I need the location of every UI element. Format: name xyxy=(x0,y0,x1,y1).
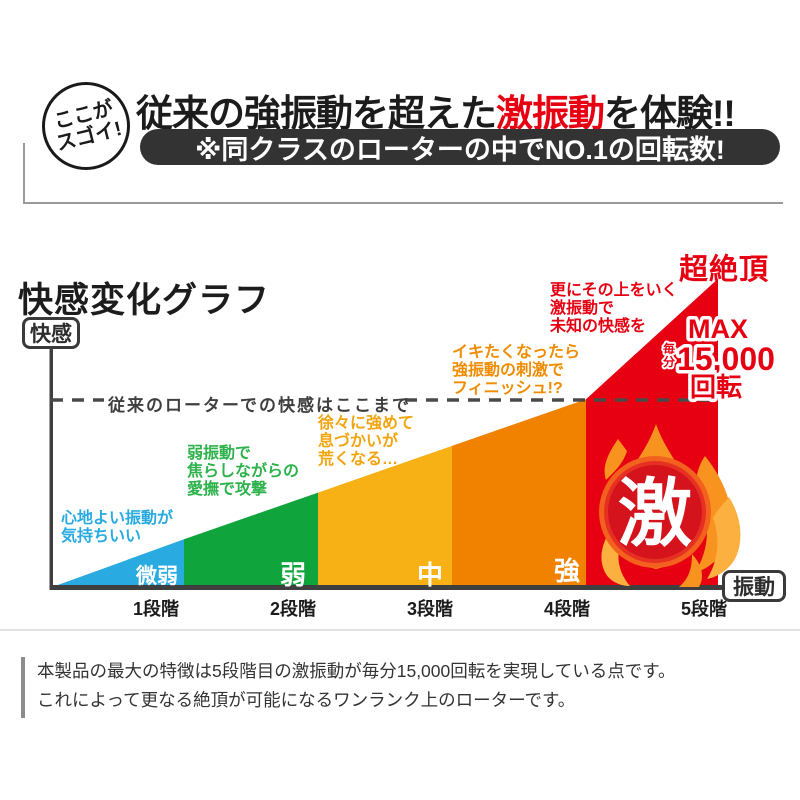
rpm-value: 15,000 xyxy=(677,341,775,377)
footer-description: 本製品の最大の特徴は5段階目の激振動が毎分15,000回転を実現している点です。… xyxy=(37,661,676,710)
threshold-label: 従来のローターでの快感はここまで xyxy=(108,396,411,415)
tick-stage-5: 5段階 xyxy=(680,599,727,619)
band-label-1: 微弱 xyxy=(136,565,178,588)
annotation-stage5: 更にその上をいく 激振動で 未知の快感を xyxy=(550,282,678,335)
footer-accent-bar xyxy=(21,657,25,718)
band-label-4: 強 xyxy=(553,556,580,586)
rpm-unit: 回転 xyxy=(690,372,742,402)
annotation-stage4: イキたくなったら 強振動の刺激で フィニッシュ!? xyxy=(452,344,581,397)
subheadline-text: ※同クラスのローターの中でNO.1の回転数! xyxy=(195,134,725,165)
x-axis-line xyxy=(49,585,724,590)
annotation-stage2: 弱振動で 焦らしながらの 愛撫で攻撃 xyxy=(187,445,300,498)
y-axis-line xyxy=(49,347,53,589)
annotation-stage3: 徐々に強めて 息づかいが 荒くなる… xyxy=(318,415,415,468)
tick-stage-3: 3段階 xyxy=(406,599,453,619)
band-stage-2 xyxy=(184,492,318,586)
y-axis-label-text: 快感 xyxy=(30,323,72,346)
band-stage-4 xyxy=(452,399,586,586)
header-box-border xyxy=(23,143,783,204)
tick-stage-4: 4段階 xyxy=(543,599,590,619)
tick-stage-1: 1段階 xyxy=(132,599,179,619)
band-stage-3 xyxy=(318,445,452,586)
headline: 従来の強振動を超えた激振動を体験!! xyxy=(136,83,736,137)
headline-pre: 従来の強振動を超えた xyxy=(136,93,497,134)
x-axis-label-text: 振動 xyxy=(733,576,775,599)
band-label-2: 弱 xyxy=(279,560,306,590)
emblem-geki-text: 激 xyxy=(618,472,692,555)
rpm-prefix-top: 毎 xyxy=(663,341,675,356)
highlight-badge: ここが スゴイ! xyxy=(42,82,130,170)
peak-label: 超絶頂 xyxy=(679,254,770,286)
headline-highlight: 激振動 xyxy=(496,93,605,134)
band-label-3: 中 xyxy=(416,560,443,590)
max-text: MAX xyxy=(688,314,748,344)
fire-emblem: 激 xyxy=(599,424,741,587)
highlight-badge-text: ここが スゴイ! xyxy=(51,97,124,156)
x-axis-label: 振動 xyxy=(722,570,786,602)
section-divider xyxy=(0,629,800,631)
subheadline-pill: ※同クラスのローターの中でNO.1の回転数! xyxy=(140,129,780,165)
tick-stage-2: 2段階 xyxy=(269,599,316,619)
max-rpm-badge: MAX 毎 分 15,000 回転 xyxy=(661,311,778,406)
band-stage-1 xyxy=(55,539,184,586)
rpm-prefix-bottom: 分 xyxy=(663,354,675,369)
headline-post: を体験!! xyxy=(604,93,736,134)
chart-title: 快感変化グラフ xyxy=(18,281,271,320)
annotation-stage1: 心地よい振動が 気持ちいい xyxy=(61,510,174,545)
